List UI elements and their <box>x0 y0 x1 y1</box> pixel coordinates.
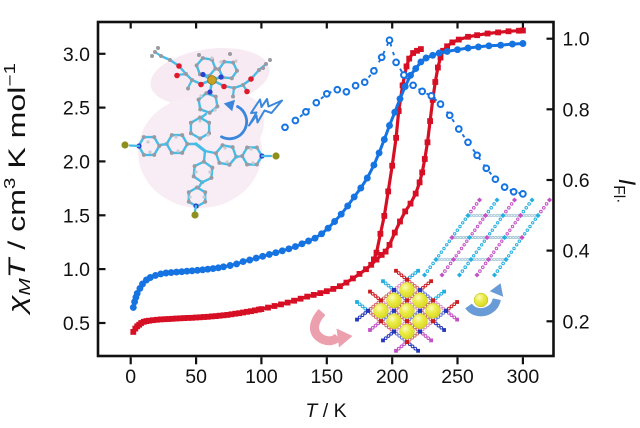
svg-text:3.0: 3.0 <box>63 44 90 66</box>
svg-text:0.5: 0.5 <box>63 313 90 335</box>
svg-text:1.5: 1.5 <box>63 205 90 227</box>
svg-text:150: 150 <box>311 366 344 388</box>
svg-text:100: 100 <box>245 366 278 388</box>
svg-text:T / K: T / K <box>305 400 346 422</box>
svg-text:IFl·: IFl· <box>610 179 640 204</box>
svg-text:2.5: 2.5 <box>63 98 90 120</box>
svg-text:50: 50 <box>185 366 207 388</box>
svg-text:200: 200 <box>376 366 409 388</box>
svg-text:1.0: 1.0 <box>563 29 590 51</box>
svg-text:0.2: 0.2 <box>563 311 590 333</box>
svg-text:2.0: 2.0 <box>63 151 90 173</box>
svg-text:0.8: 0.8 <box>563 99 590 121</box>
svg-text:0.6: 0.6 <box>563 170 590 192</box>
svg-text:χMT / cm3 K mol−1: χMT / cm3 K mol−1 <box>2 63 34 316</box>
svg-text:250: 250 <box>441 366 474 388</box>
svg-text:1.0: 1.0 <box>63 259 90 281</box>
svg-text:300: 300 <box>507 366 540 388</box>
svg-text:0: 0 <box>125 366 136 388</box>
svg-text:0.4: 0.4 <box>563 241 590 263</box>
